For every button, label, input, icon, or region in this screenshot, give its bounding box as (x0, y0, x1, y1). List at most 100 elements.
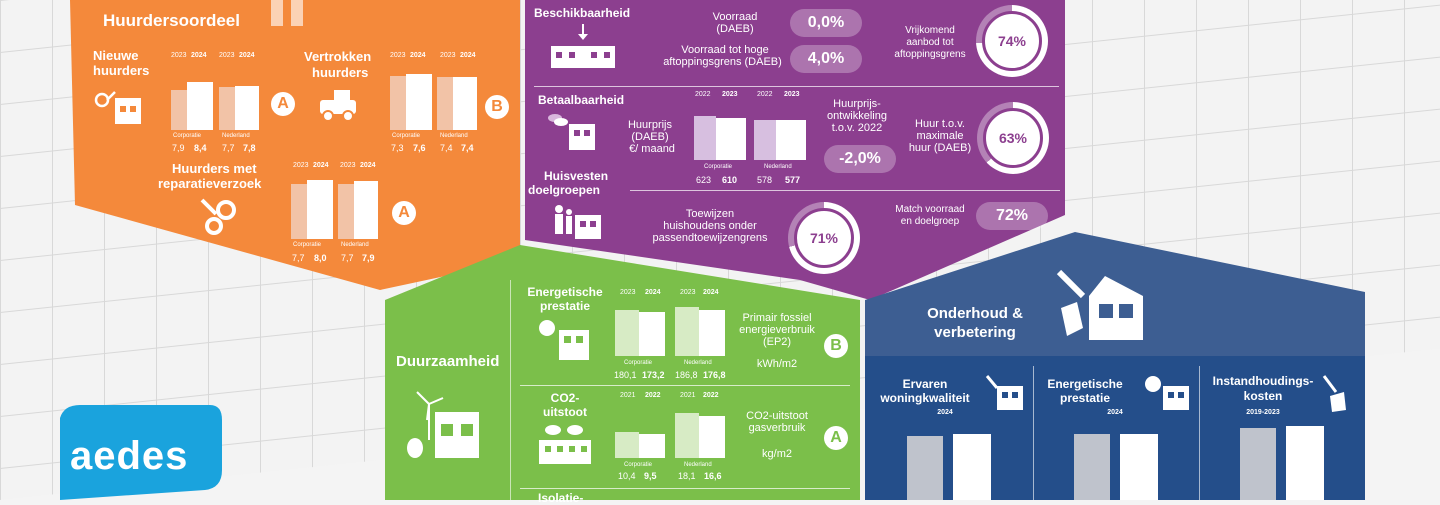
vertrokken-val-4: 7,4 (461, 143, 474, 153)
energie-unit: kWh/m2 (756, 358, 798, 370)
instand-year: 2019-2023 (1246, 409, 1280, 416)
vrij-donut: 74% (976, 5, 1048, 77)
co2-label2: uitstoot (543, 405, 587, 419)
vrij-label2: aanbod tot (906, 37, 954, 48)
ontw-label1: Huurprijs- (833, 98, 881, 110)
nieuwe-year-1: 2023 (171, 52, 187, 59)
reparatie-val-3: 7,7 (341, 253, 354, 263)
ervaren-year: 2024 (937, 409, 953, 416)
match-value-pill: 72% (976, 202, 1048, 230)
reparatie-cat-left: Corporatie (293, 242, 322, 248)
vertrokken-bar-corp-2023 (390, 76, 406, 130)
aedes-logo-text: aedes (70, 434, 189, 478)
co2-grade-badge: A (824, 426, 848, 450)
co2-year-4: 2022 (703, 392, 719, 399)
co2-cat-right: Nederland (684, 462, 712, 468)
nieuwe-year-3: 2023 (219, 52, 235, 59)
reparatie-bar-nl-2024 (354, 181, 378, 239)
energie-val-1: 180,1 (614, 370, 637, 380)
energy-meter-house-icon (539, 320, 589, 360)
moving-car-icon (320, 90, 356, 122)
betaal-year-2: 2023 (722, 91, 738, 98)
instand-bar-2 (1286, 426, 1324, 500)
vertrokken-year-4: 2024 (460, 52, 476, 59)
nieuwe-cat-right: Nederland (222, 133, 250, 139)
ervaren-bar-2 (953, 434, 991, 500)
vertrokken-label2: huurders (312, 65, 369, 80)
energie-label2: prestatie (539, 299, 591, 313)
vrij-label1: Vrijkomend (905, 25, 955, 36)
co2-val-4: 16,6 (704, 471, 722, 481)
onderhoud-title2: verbetering (934, 324, 1016, 341)
ontw-label2: ontwikkeling (827, 110, 887, 122)
co2-label1: CO2- (550, 391, 580, 405)
reparatie-label2: reparatieverzoek (158, 176, 262, 191)
hoge-label1: Voorraad tot hoge (681, 44, 769, 56)
ontw-label3: t.o.v. 2022 (831, 122, 883, 134)
green-divider-2 (520, 488, 850, 489)
nieuwe-cat-left: Corporatie (173, 133, 202, 139)
nieuwe-label2: huurders (93, 63, 150, 78)
onderhoud-energie-bar-2 (1120, 434, 1158, 500)
reparatie-cat-right: Nederland (341, 242, 369, 248)
green-divider-1 (520, 385, 850, 386)
match-label2: en doelgroep (900, 216, 960, 227)
brush-house-icon (985, 375, 1023, 410)
family-house-icon (555, 205, 601, 239)
houses-arrow-icon (551, 24, 615, 68)
brush-house-euro-icon (1056, 269, 1143, 340)
co2-year-2: 2022 (645, 392, 661, 399)
vertrokken-bar-nl-2023 (437, 77, 453, 130)
co2-unit: kg/m2 (762, 448, 792, 460)
betaalbaarheid-title: Betaalbaarheid (538, 93, 625, 107)
energie-desc1: Primair fossiel (742, 312, 812, 324)
co2-bar-nl-2021 (675, 413, 699, 458)
vertrokken-cat-right: Nederland (440, 133, 468, 139)
toewijzen-value: 71% (794, 208, 854, 268)
energie-desc3: (EP2) (762, 336, 792, 348)
aedes-logo-shape (60, 405, 222, 500)
reparatie-bar-nl-2023 (338, 184, 354, 239)
vertrokken-year-2: 2024 (410, 52, 426, 59)
max-donut: 63% (977, 102, 1049, 174)
co2-val-3: 18,1 (678, 471, 696, 481)
max-value: 63% (983, 108, 1043, 168)
ervaren-label2: woningkwaliteit (880, 391, 970, 405)
betaal-year-4: 2023 (784, 91, 800, 98)
onderhoud-energie-year: 2024 (1107, 409, 1123, 416)
huurprijs-val-1: 623 (696, 175, 712, 185)
energie-val-4: 176,8 (703, 370, 726, 380)
coins-house-icon (548, 114, 595, 150)
energie-year-4: 2024 (703, 289, 719, 296)
brush-euro-tag-icon (1322, 375, 1346, 412)
vrij-value: 74% (982, 11, 1042, 71)
energy-house-icon (1145, 376, 1189, 410)
reparatie-bar-corp-2023 (291, 184, 307, 239)
max-label3: huur (DAEB) (908, 142, 972, 154)
reparatie-year-2: 2024 (313, 162, 329, 169)
vertrokken-val-2: 7,6 (413, 143, 426, 153)
co2-houses-icon (539, 425, 591, 464)
huurprijs-val-2: 610 (722, 175, 738, 185)
co2-bar-corp-2021 (615, 432, 639, 458)
huurprijs-bar-nl-2022 (754, 120, 776, 160)
energie-label1: Energetische (527, 285, 603, 299)
vertrokken-label1: Vertrokken (304, 49, 372, 64)
co2-val-1: 10,4 (618, 471, 636, 481)
nieuwe-label1: Nieuwe (93, 48, 139, 63)
energie-val-2: 173,2 (642, 370, 665, 380)
beschikbaarheid-title: Beschikbaarheid (534, 6, 631, 20)
voorraad-label1: Voorraad (712, 11, 758, 23)
onderhoud-title1: Onderhoud & (927, 305, 1023, 322)
energie-bar-nl-2023 (675, 307, 699, 356)
hoge-label2: aftoppingsgrens (DAEB) (663, 56, 782, 68)
purple-divider-1 (534, 86, 1059, 87)
huurprijs-label2: (DAEB) (631, 131, 669, 143)
duurzaamheid-title: Duurzaamheid (396, 353, 500, 370)
huisvesten-title1: Huisvesten (544, 169, 609, 183)
energie-desc2: energieverbruik (739, 324, 815, 336)
energie-year-3: 2023 (680, 289, 696, 296)
huisvesten-title2: doelgroepen (528, 183, 601, 197)
vertrokken-val-1: 7,3 (391, 143, 404, 153)
energie-val-3: 186,8 (675, 370, 698, 380)
